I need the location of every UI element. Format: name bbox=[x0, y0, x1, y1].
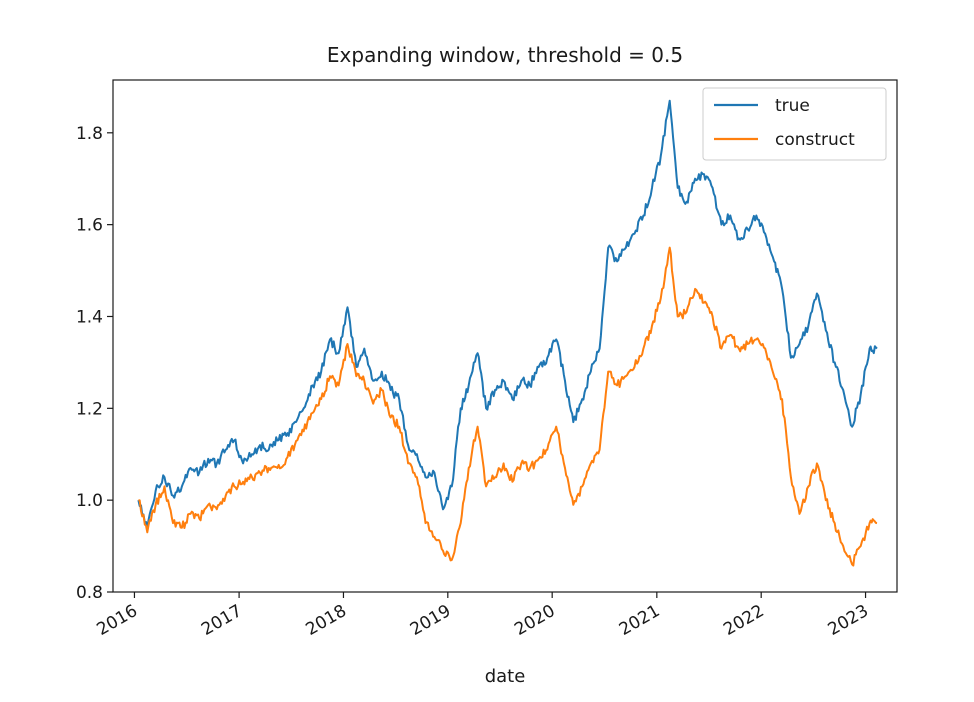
y-tick-label: 1.8 bbox=[76, 124, 103, 144]
series-line-construct bbox=[138, 246, 878, 567]
y-tick-label: 1.0 bbox=[76, 491, 103, 511]
series-layer bbox=[137, 99, 878, 567]
legend-label-true: true bbox=[775, 96, 810, 116]
y-tick-label: 1.6 bbox=[76, 216, 103, 236]
x-axis-title: date bbox=[485, 666, 526, 687]
series-line-true bbox=[137, 99, 878, 529]
legend: true construct bbox=[702, 87, 887, 161]
legend-label-construct: construct bbox=[775, 130, 855, 150]
chart-title: Expanding window, threshold = 0.5 bbox=[327, 43, 683, 67]
plot-frame bbox=[112, 79, 898, 593]
y-axis: 0.8 1.0 1.2 1.4 1.6 1.8 bbox=[76, 124, 113, 603]
y-tick-label: 0.8 bbox=[76, 583, 103, 603]
y-tick-label: 1.2 bbox=[76, 399, 103, 419]
y-tick-label: 1.4 bbox=[76, 307, 103, 327]
